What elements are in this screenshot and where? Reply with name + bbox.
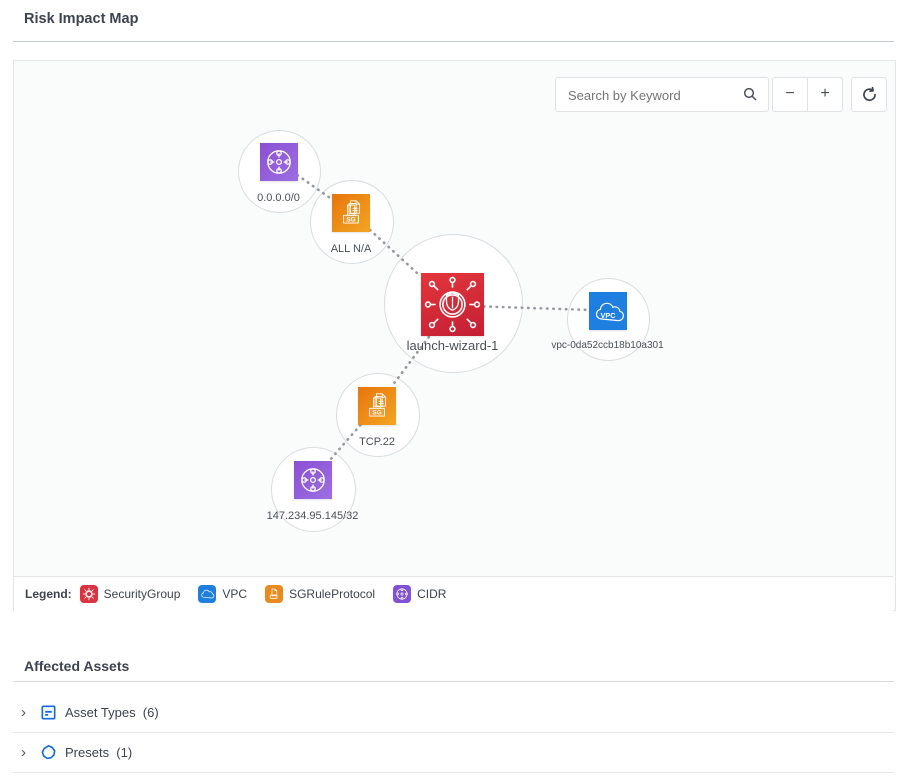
svg-text:VPC: VPC <box>600 311 616 320</box>
svg-text:SG: SG <box>372 409 381 416</box>
svg-text:SG: SG <box>346 216 355 223</box>
